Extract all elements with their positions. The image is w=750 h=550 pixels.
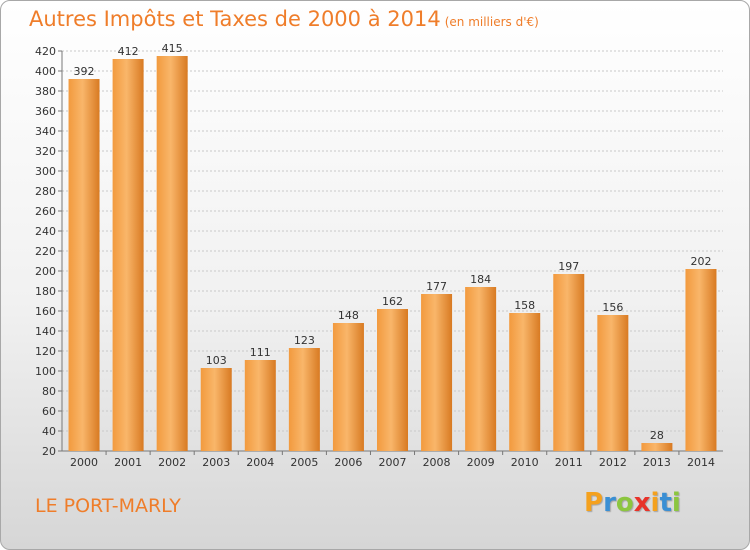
bar bbox=[112, 59, 144, 451]
data-label: 28 bbox=[650, 429, 664, 442]
y-tick-label: 20 bbox=[42, 445, 56, 458]
x-tick-label: 2004 bbox=[246, 456, 274, 469]
bar bbox=[421, 294, 453, 451]
bar bbox=[641, 443, 673, 451]
data-label: 123 bbox=[294, 334, 315, 347]
bar bbox=[553, 274, 585, 451]
y-tick-label: 360 bbox=[35, 105, 56, 118]
data-label: 156 bbox=[602, 301, 623, 314]
x-tick-label: 2002 bbox=[158, 456, 186, 469]
x-tick-label: 2003 bbox=[202, 456, 230, 469]
data-labels: 392 412 415 103 111 123 148 162 177 184 158 197 156 2… bbox=[74, 42, 712, 442]
y-tick-label: 400 bbox=[35, 65, 56, 78]
y-tick-label: 280 bbox=[35, 185, 56, 198]
bar bbox=[509, 313, 541, 451]
y-tick-label: 120 bbox=[35, 345, 56, 358]
x-tick-label: 2000 bbox=[70, 456, 98, 469]
y-tick-label: 300 bbox=[35, 165, 56, 178]
data-label: 197 bbox=[558, 260, 579, 273]
x-tick-label: 2012 bbox=[599, 456, 627, 469]
axes: 20 40 60 80 100 120 140 160 180 200 220 240 260 280 30… bbox=[35, 45, 723, 469]
x-tick-label: 2009 bbox=[467, 456, 495, 469]
bar bbox=[332, 323, 364, 451]
x-tick-label: 2006 bbox=[334, 456, 362, 469]
y-tick-label: 100 bbox=[35, 365, 56, 378]
commune-name: LE PORT-MARLY bbox=[35, 495, 181, 517]
y-tick-label: 260 bbox=[35, 205, 56, 218]
x-tick-label: 2005 bbox=[290, 456, 318, 469]
chart-subtitle: (en milliers d'€) bbox=[444, 15, 539, 29]
bar bbox=[597, 315, 629, 451]
data-label: 415 bbox=[162, 42, 183, 55]
data-label: 202 bbox=[690, 255, 711, 268]
data-label: 184 bbox=[470, 273, 491, 286]
y-tick-label: 140 bbox=[35, 325, 56, 338]
data-label: 392 bbox=[74, 65, 95, 78]
y-tick-label: 40 bbox=[42, 425, 56, 438]
y-tick-label: 60 bbox=[42, 405, 56, 418]
chart-title: Autres Impôts et Taxes de 2000 à 2014 (en… bbox=[29, 7, 539, 31]
logo-letter: x bbox=[633, 488, 651, 518]
x-tick-label: 2007 bbox=[379, 456, 407, 469]
data-label: 111 bbox=[250, 346, 271, 359]
bar bbox=[68, 79, 100, 451]
y-tick-label: 420 bbox=[35, 45, 56, 58]
y-tick-label: 340 bbox=[35, 125, 56, 138]
bar bbox=[288, 348, 320, 451]
x-tick-label: 2001 bbox=[114, 456, 142, 469]
bar bbox=[156, 56, 188, 451]
y-tick-label: 240 bbox=[35, 225, 56, 238]
chart-title-text: Autres Impôts et Taxes de 2000 à 2014 bbox=[29, 7, 441, 31]
x-tick-label: 2008 bbox=[423, 456, 451, 469]
x-tick-label: 2011 bbox=[555, 456, 583, 469]
data-label: 103 bbox=[206, 354, 227, 367]
logo-letter: i bbox=[671, 488, 681, 518]
bar bbox=[377, 309, 408, 451]
y-tick-label: 200 bbox=[35, 265, 56, 278]
logo-letter: r bbox=[603, 488, 616, 518]
bar bbox=[465, 287, 497, 451]
y-tick-label: 220 bbox=[35, 245, 56, 258]
data-label: 148 bbox=[338, 309, 359, 322]
y-tick-label: 320 bbox=[35, 145, 56, 158]
x-tick-label: 2014 bbox=[687, 456, 715, 469]
y-tick-label: 380 bbox=[35, 85, 56, 98]
y-tick-label: 160 bbox=[35, 305, 56, 318]
proxiti-logo[interactable]: Proxiti bbox=[584, 488, 681, 518]
data-label: 162 bbox=[382, 295, 403, 308]
logo-letter: P bbox=[584, 488, 604, 518]
x-tick-label: 2013 bbox=[643, 456, 671, 469]
bars bbox=[68, 56, 717, 451]
bar bbox=[244, 360, 276, 451]
logo-letter: t bbox=[659, 488, 672, 518]
data-label: 158 bbox=[514, 299, 535, 312]
x-tick-label: 2010 bbox=[511, 456, 539, 469]
bar bbox=[200, 368, 232, 451]
y-tick-label: 180 bbox=[35, 285, 56, 298]
bar bbox=[685, 269, 717, 451]
data-label: 412 bbox=[118, 45, 139, 58]
data-label: 177 bbox=[426, 280, 447, 293]
y-tick-label: 80 bbox=[42, 385, 56, 398]
logo-letter: i bbox=[650, 488, 660, 518]
logo-letter: o bbox=[615, 488, 634, 518]
